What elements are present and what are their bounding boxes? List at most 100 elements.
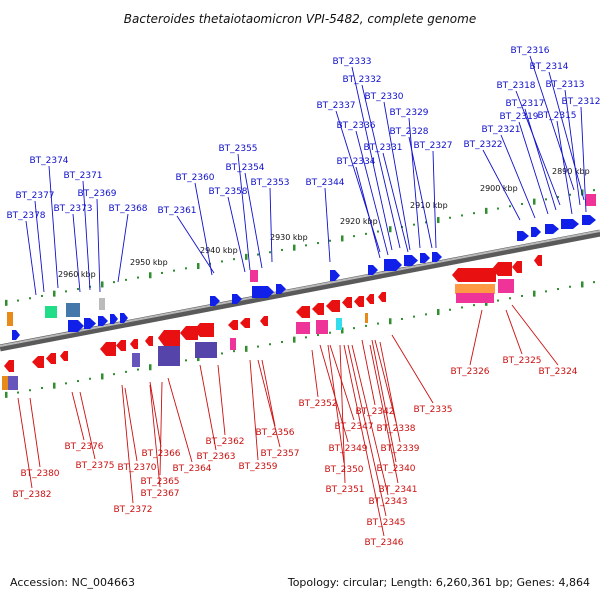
minor-tick-lower [401, 317, 403, 320]
minor-tick-lower [365, 324, 367, 327]
kbp-label: 2930 kbp [270, 233, 308, 242]
gene-block [230, 338, 236, 350]
major-tick-upper [197, 263, 200, 270]
minor-tick-upper [137, 276, 139, 279]
forward-gene-label: BT_2316 [510, 46, 549, 56]
reverse-gene-label: BT_2367 [140, 489, 179, 499]
reverse-gene-leader-line [159, 381, 163, 476]
reverse-gene-leader-line [351, 344, 389, 496]
forward-gene-leader-line [269, 187, 273, 263]
minor-tick-upper [29, 297, 31, 300]
minor-tick-lower [29, 389, 31, 392]
forward-gene-leader-line [194, 182, 213, 276]
forward-gene-label: BT_2361 [157, 206, 196, 216]
major-tick-upper [485, 207, 488, 214]
forward-gene-label: BT_2330 [364, 92, 403, 102]
minor-tick-lower [461, 306, 463, 309]
forward-gene-label: BT_2328 [389, 127, 428, 137]
reverse-gene-arrow [492, 262, 512, 276]
forward-gene-arrow [432, 252, 442, 262]
minor-tick-upper [545, 198, 547, 201]
forward-gene-leader-line [564, 89, 581, 206]
forward-gene-leader-line [244, 172, 263, 269]
reverse-gene-label: BT_2356 [255, 428, 294, 438]
reverse-gene-arrow [60, 351, 68, 361]
minor-tick-lower [113, 373, 115, 376]
forward-gene-arrow [68, 320, 84, 332]
reverse-gene-label: BT_2359 [238, 462, 277, 472]
forward-gene-leader-line [432, 150, 437, 249]
minor-tick-upper [41, 294, 43, 297]
minor-tick-lower [17, 391, 19, 394]
forward-gene-leader-line [500, 134, 536, 219]
kbp-label: 2910 kbp [410, 201, 448, 210]
reverse-gene-label: BT_2352 [298, 399, 337, 409]
reverse-gene-arrow [260, 316, 268, 326]
minor-tick-lower [233, 350, 235, 353]
major-tick-lower [341, 327, 344, 334]
forward-gene-leader-line [176, 215, 215, 274]
forward-gene-label: BT_2331 [363, 143, 402, 153]
gene-block [6, 376, 18, 390]
minor-tick-upper [161, 271, 163, 274]
major-tick-lower [5, 391, 8, 398]
forward-gene-label: BT_2313 [545, 80, 584, 90]
forward-gene-leader-line [383, 101, 411, 251]
major-tick-lower [53, 382, 56, 389]
reverse-gene-arrow [452, 268, 496, 282]
reverse-gene-label: BT_2357 [260, 449, 299, 459]
forward-gene-arrow [252, 286, 274, 298]
forward-gene-label: BT_2344 [305, 178, 344, 188]
minor-tick-upper [593, 189, 595, 192]
reverse-gene-leader-line [149, 384, 161, 488]
reverse-gene-label: BT_2380 [20, 469, 59, 479]
reverse-gene-leader-line [469, 309, 483, 366]
gene-block [132, 353, 140, 367]
reverse-gene-arrow [534, 255, 542, 266]
forward-gene-leader-line [25, 220, 37, 296]
reverse-gene-arrow [180, 326, 198, 340]
minor-tick-lower [377, 322, 379, 325]
reverse-gene-arrow [130, 339, 138, 349]
minor-tick-lower [521, 294, 523, 297]
reverse-gene-leader-line [124, 387, 138, 462]
gene-block [2, 376, 8, 390]
reverse-gene-leader-line [379, 341, 401, 443]
kbp-label: 2940 kbp [200, 246, 238, 255]
reverse-gene-label: BT_2345 [366, 518, 405, 528]
minor-tick-upper [569, 193, 571, 196]
reverse-gene-leader-line [167, 377, 193, 463]
gene-block [45, 306, 57, 318]
reverse-gene-arrow [512, 261, 522, 273]
reverse-gene-arrow [32, 356, 44, 368]
minor-tick-upper [257, 253, 259, 256]
accession-text: Accession: NC_004663 [10, 576, 135, 589]
forward-gene-label: BT_2373 [53, 204, 92, 214]
forward-gene-leader-line [548, 71, 585, 201]
reverse-gene-leader-line [369, 344, 399, 484]
minor-tick-upper [305, 244, 307, 247]
gene-block [455, 284, 495, 294]
reverse-gene-label: BT_2347 [334, 422, 373, 432]
reverse-gene-arrow [240, 318, 250, 328]
forward-gene-label: BT_2318 [496, 81, 535, 91]
forward-gene-label: BT_2315 [537, 111, 576, 121]
forward-gene-label: BT_2333 [332, 57, 371, 67]
genome-backbone [0, 229, 600, 352]
minor-tick-upper [377, 230, 379, 233]
reverse-gene-label: BT_2335 [413, 405, 452, 415]
reverse-gene-arrow [116, 340, 126, 351]
reverse-gene-leader-line [339, 344, 346, 484]
minor-tick-lower [65, 382, 67, 385]
gene-block [250, 270, 258, 282]
minor-tick-upper [113, 281, 115, 284]
forward-gene-arrow [517, 231, 529, 241]
major-tick-upper [5, 299, 8, 306]
reverse-gene-label: BT_2375 [75, 461, 114, 471]
reverse-gene-leader-line [511, 304, 559, 366]
major-tick-upper [149, 272, 152, 279]
minor-tick-upper [185, 267, 187, 270]
reverse-gene-arrow [158, 330, 180, 346]
reverse-gene-leader-line [149, 381, 162, 448]
reverse-gene-leader-line [17, 397, 33, 489]
